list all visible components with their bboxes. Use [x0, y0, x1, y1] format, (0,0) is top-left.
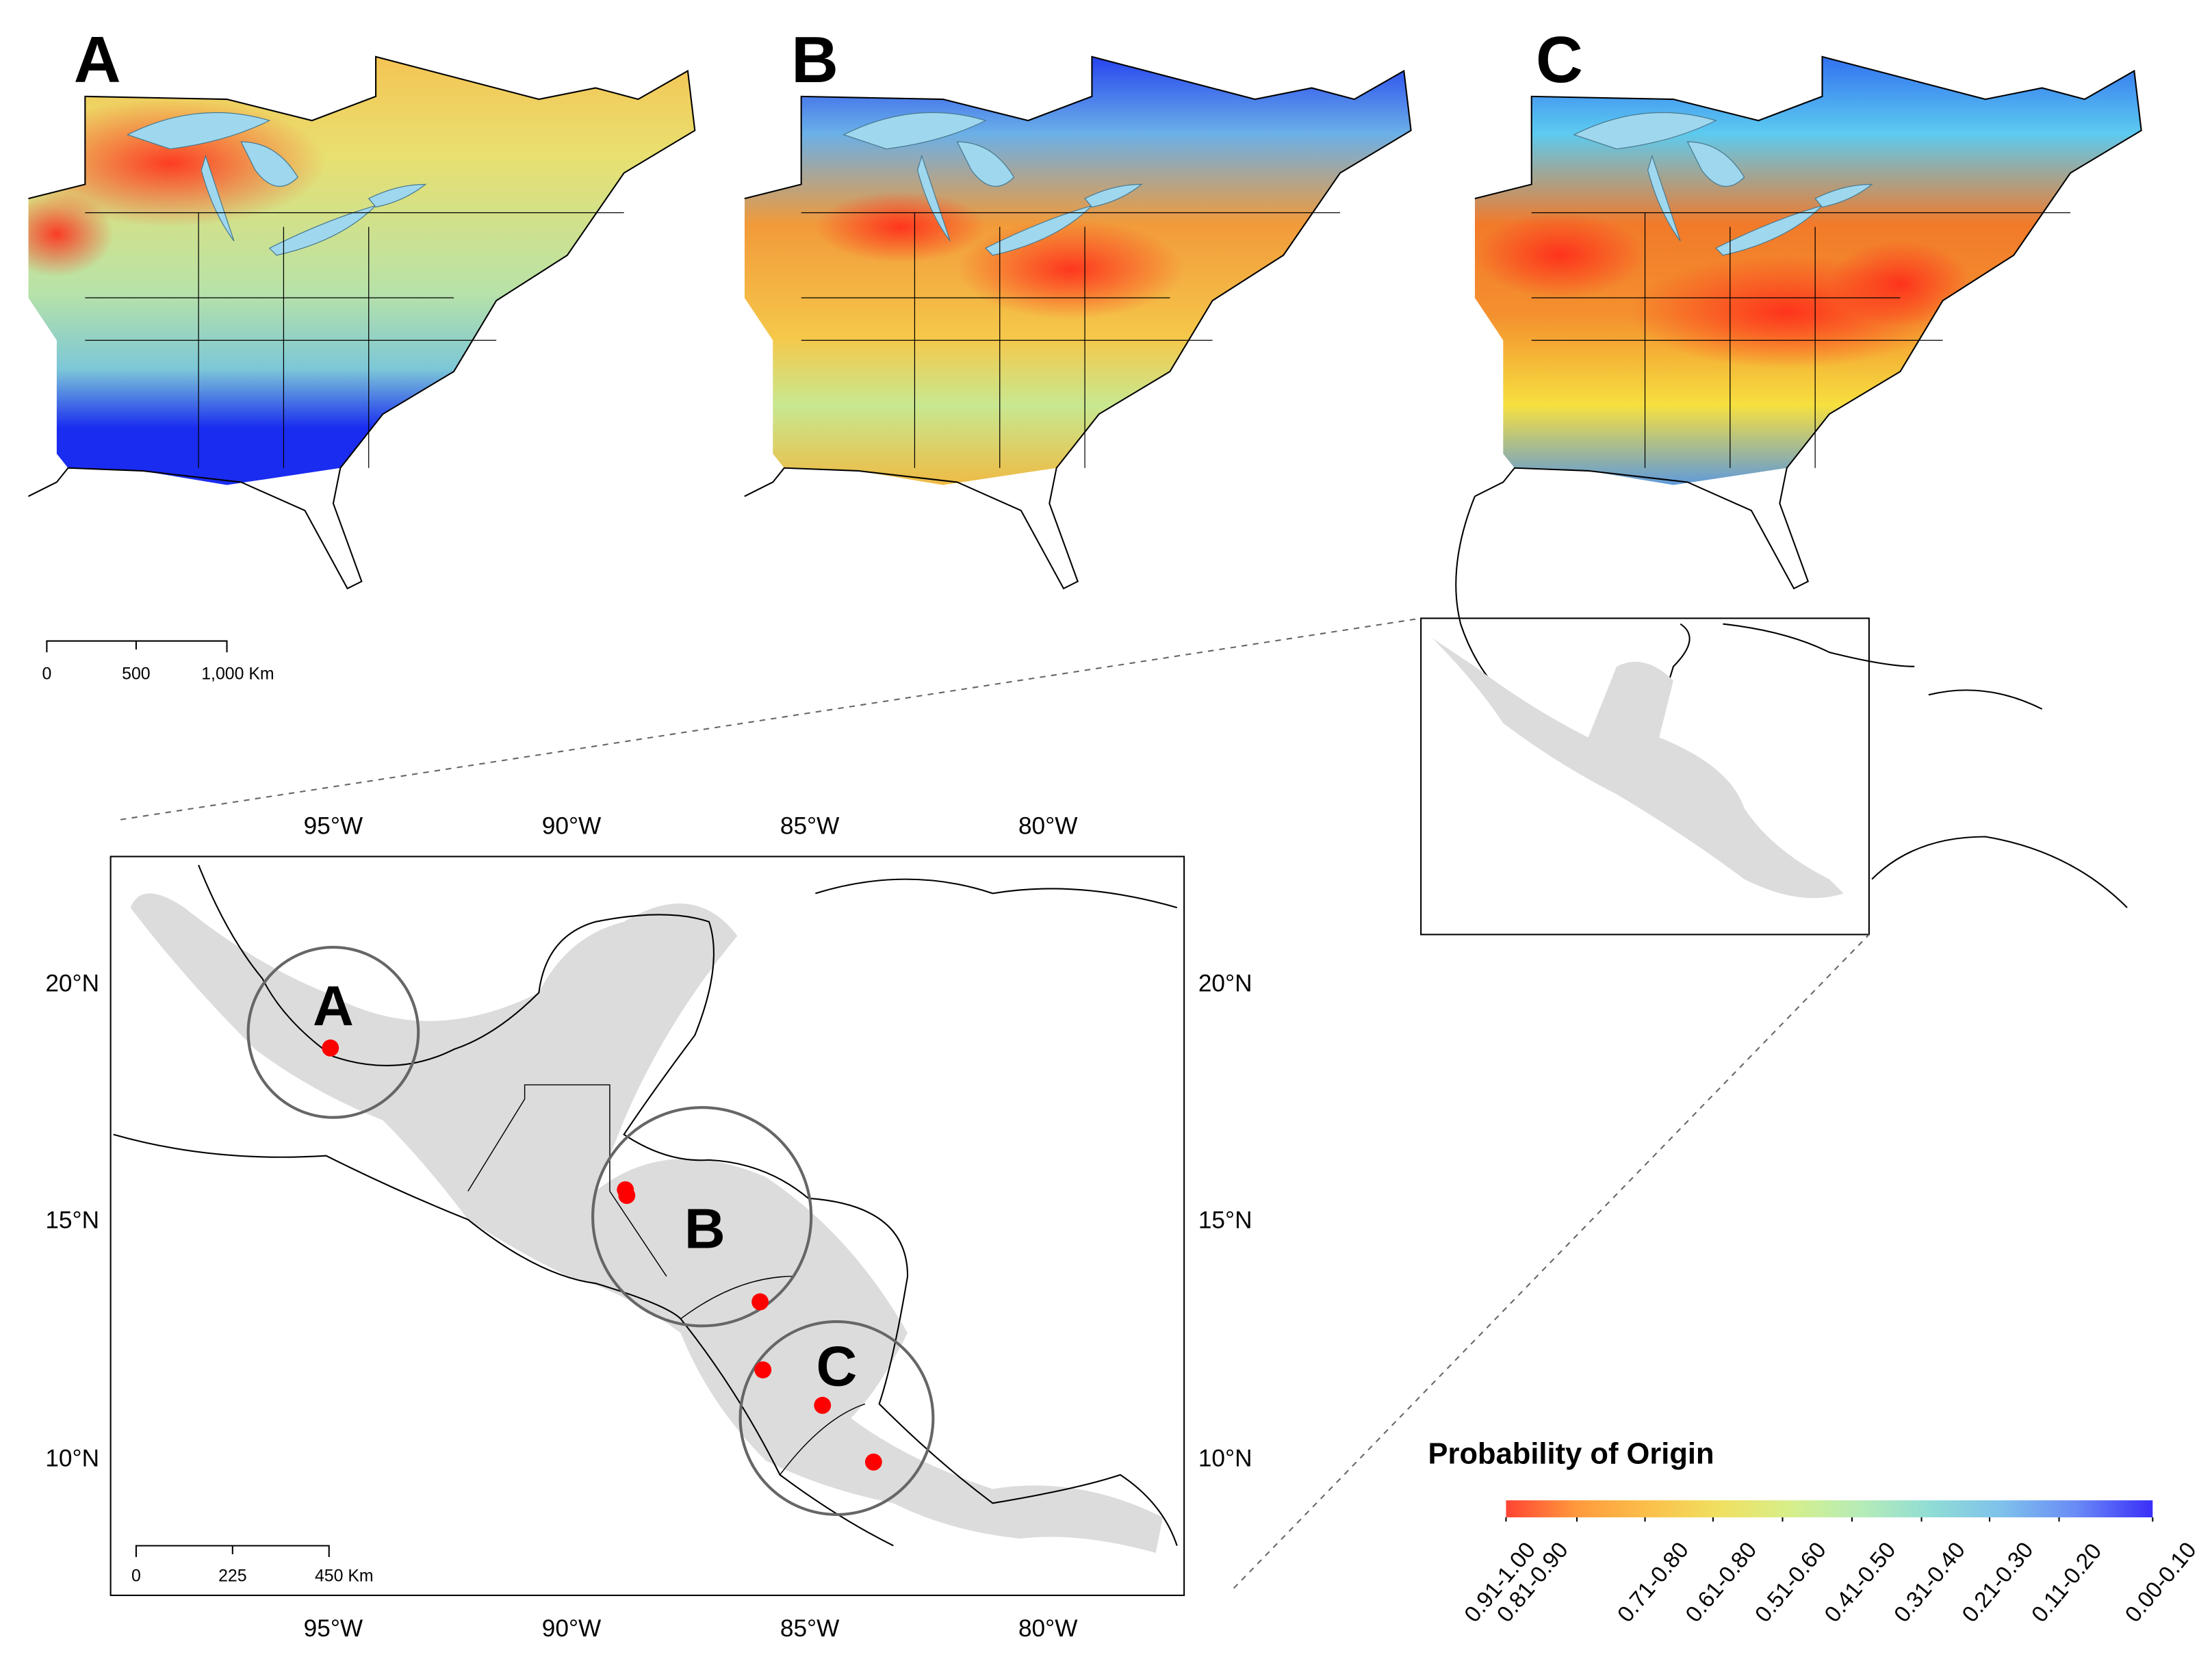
sample-point — [322, 1039, 339, 1057]
scale-label-0: 0 — [42, 664, 51, 683]
region-circles — [246, 946, 935, 1516]
sample-point — [864, 1453, 882, 1471]
dry-forest-area — [130, 893, 1163, 1553]
legend-class-label: 0.21-0.30 — [1957, 1538, 2038, 1628]
country-borders — [467, 1084, 866, 1476]
left-axis-label: 20°N — [45, 970, 99, 996]
circle-label-c: C — [816, 1334, 858, 1398]
region-circle-b — [591, 1106, 813, 1328]
zoom-connector-top — [120, 617, 1422, 821]
region-circle-a — [246, 946, 420, 1119]
central-america-map — [110, 856, 1185, 1597]
bottom-axis: 95°W 90°W 85°W 80°W — [304, 1615, 1079, 1642]
sample-point — [751, 1293, 769, 1311]
inset-dry-forest-small — [1432, 638, 1844, 899]
legend-class-label: 0.41-0.50 — [1820, 1538, 1901, 1628]
circle-label-b: B — [684, 1196, 725, 1260]
panel-label-b: B — [791, 24, 838, 97]
right-axis: 20°N 15°N 10°N — [1198, 970, 1252, 1471]
circle-label-a: A — [313, 974, 354, 1038]
panel-label-a: A — [74, 24, 121, 97]
legend-color-bar — [1506, 1500, 2153, 1518]
coastline — [113, 864, 1178, 1547]
zoom-connector-bottom — [1233, 934, 1870, 1589]
legend-title: Probability of Origin — [1428, 1437, 1714, 1470]
left-axis-label: 15°N — [45, 1207, 99, 1233]
legend: Probability of Origin 0.91-1.000.81-0.90… — [1428, 1437, 2202, 1627]
top-axis-label: 90°W — [542, 812, 602, 839]
bottom-axis-label: 80°W — [1018, 1615, 1078, 1642]
legend-class-label: 0.71-0.80 — [1612, 1538, 1693, 1628]
left-axis-label: 10°N — [45, 1445, 99, 1471]
sample-point — [618, 1187, 636, 1205]
legend-class-label: 0.31-0.40 — [1889, 1538, 1970, 1628]
inset-extent-box — [1420, 617, 1870, 936]
right-axis-label: 15°N — [1198, 1207, 1252, 1233]
gulf-caribbean-coastline — [1455, 496, 2128, 908]
legend-class-label: 0.61-0.80 — [1681, 1538, 1762, 1628]
right-axis-label: 10°N — [1198, 1445, 1252, 1471]
us-scale-bar: 0 500 1,000 Km — [42, 640, 274, 683]
inset-scale-label-450: 450 Km — [315, 1566, 374, 1585]
scale-label-1000: 1,000 Km — [201, 664, 274, 683]
sample-points — [322, 1039, 882, 1471]
top-axis-label: 80°W — [1018, 812, 1078, 839]
top-axis: 95°W 90°W 85°W 80°W — [304, 812, 1079, 839]
left-axis: 20°N 15°N 10°N — [45, 970, 99, 1471]
panel-a-map — [27, 55, 696, 589]
bottom-axis-label: 90°W — [542, 1615, 602, 1642]
legend-class-label: 0.11-0.20 — [2027, 1539, 2107, 1627]
cuba-coastline — [815, 878, 1178, 909]
legend-class-label: 0.51-0.60 — [1750, 1538, 1831, 1628]
panel-c-map — [1474, 55, 2142, 589]
sample-point — [814, 1396, 832, 1414]
panel-label-c: C — [1536, 24, 1583, 97]
scale-label-500: 500 — [122, 664, 150, 683]
inset-scale-label-225: 225 — [218, 1566, 246, 1585]
top-axis-label: 85°W — [780, 812, 840, 839]
inset-scale-bar: 0 225 450 Km — [131, 1545, 374, 1585]
legend-class-label: 0.00-0.10 — [2120, 1538, 2201, 1628]
bottom-axis-label: 85°W — [780, 1615, 840, 1642]
top-axis-label: 95°W — [304, 812, 363, 839]
panel-b-map — [743, 55, 1412, 589]
bottom-axis-label: 95°W — [304, 1615, 363, 1642]
right-axis-label: 20°N — [1198, 970, 1252, 996]
region-circle-c — [738, 1320, 935, 1516]
sample-point — [754, 1361, 772, 1378]
inset-scale-label-0: 0 — [131, 1566, 141, 1585]
